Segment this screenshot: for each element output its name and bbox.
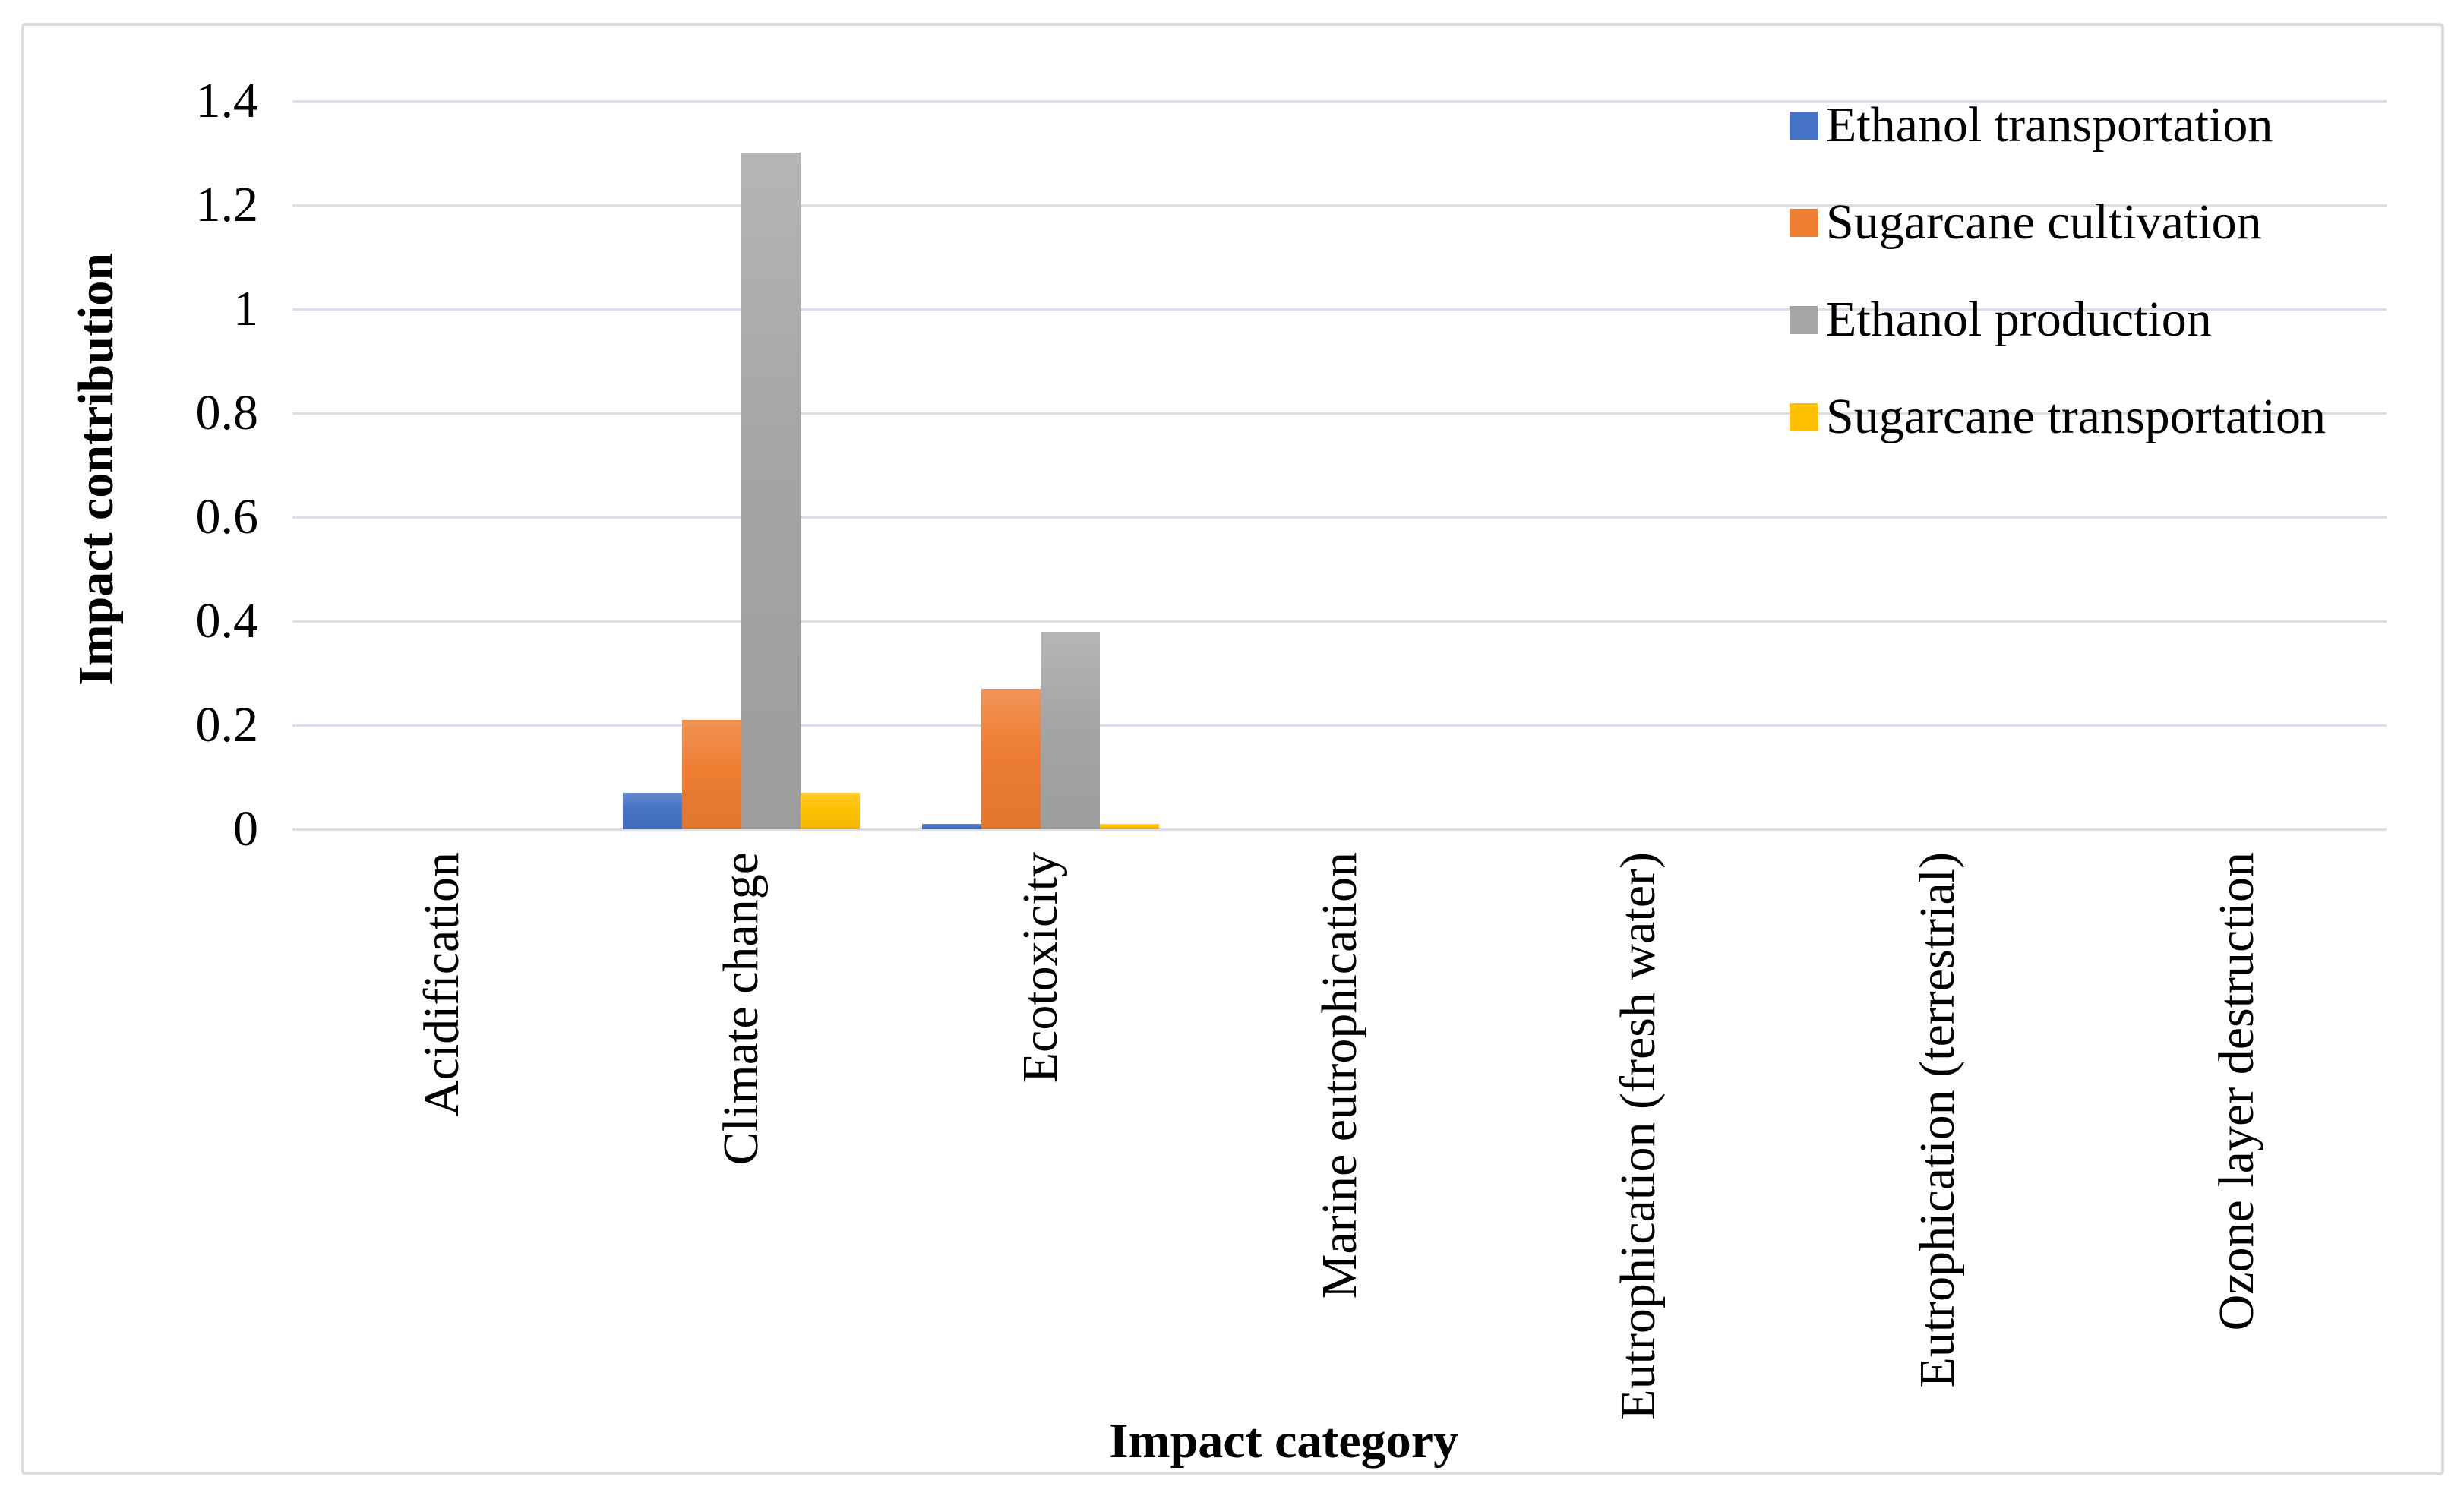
bar-sugarcane-transportation-climate-change — [801, 793, 860, 829]
legend-label: Sugarcane transportation — [1826, 389, 2326, 444]
legend-swatch-icon — [1790, 112, 1818, 140]
bar-ethanol-transportation-ecotoxicity — [922, 824, 981, 829]
gridline — [292, 204, 2387, 207]
y-tick-label: 1.2 — [195, 177, 259, 232]
gridline — [292, 620, 2387, 623]
bar-ethanol-production-ecotoxicity — [1041, 632, 1100, 829]
y-tick-label: 0.4 — [195, 593, 259, 649]
gridline — [292, 412, 2387, 415]
chart-border — [21, 23, 2444, 1475]
gridline — [292, 516, 2387, 519]
legend-label: Ethanol production — [1826, 292, 2212, 347]
gridline — [292, 308, 2387, 311]
category-label-climate-change: Climate change — [713, 852, 769, 1166]
category-label-ozone-layer-destruction: Ozone layer destruction — [2209, 852, 2264, 1331]
y-tick-label: 0.8 — [195, 385, 259, 440]
bar-sugarcane-cultivation-ecotoxicity — [981, 689, 1041, 829]
y-tick-label: 0.6 — [195, 489, 259, 544]
gridline — [292, 100, 2387, 103]
y-tick-label: 1 — [233, 281, 258, 336]
legend-swatch-icon — [1790, 209, 1818, 237]
gridline — [292, 724, 2387, 727]
category-label-eutrophication-fresh-water: Eutrophication (fresh water) — [1610, 852, 1666, 1420]
bar-ethanol-transportation-climate-change — [623, 793, 682, 829]
category-label-acidification: Acidification — [414, 852, 469, 1117]
category-label-eutrophication-terrestrial: Eutrophication (terrestrial) — [1910, 852, 1965, 1388]
y-tick-label: 0 — [233, 801, 258, 857]
category-label-marine-eutrophication: Marine eutrophication — [1312, 852, 1367, 1299]
bar-sugarcane-transportation-ecotoxicity — [1100, 824, 1159, 829]
legend-swatch-icon — [1790, 306, 1818, 334]
bar-ethanol-production-climate-change — [741, 153, 801, 829]
legend-swatch-icon — [1790, 403, 1818, 431]
x-axis-title: Impact category — [1108, 1413, 1458, 1469]
y-tick-label: 0.2 — [195, 697, 259, 753]
y-tick-label: 1.4 — [195, 73, 259, 128]
bar-sugarcane-cultivation-climate-change — [682, 720, 741, 829]
x-axis-line — [292, 828, 2387, 831]
category-label-ecotoxicity: Ecotoxicity — [1012, 852, 1068, 1084]
legend-label: Sugarcane cultivation — [1826, 194, 2262, 250]
legend-label: Ethanol transportation — [1826, 97, 2273, 153]
